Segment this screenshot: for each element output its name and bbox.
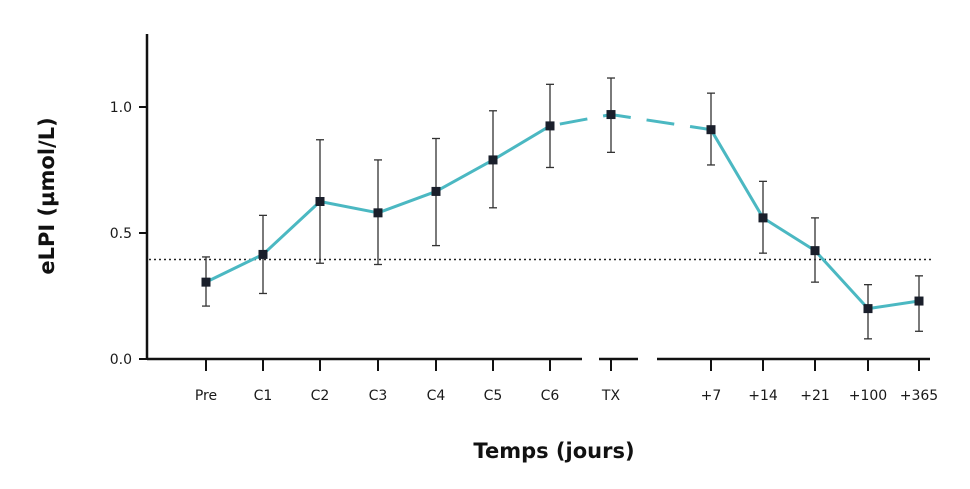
x-tick-label: +365 <box>900 388 938 404</box>
x-axis-title: Temps (jours) <box>473 439 634 463</box>
data-point <box>373 208 383 218</box>
x-tick-label: +21 <box>800 388 830 404</box>
data-point <box>863 304 873 314</box>
x-tick-label: +100 <box>849 388 887 404</box>
data-point <box>431 186 441 196</box>
y-tick-label: 1.0 <box>110 100 132 116</box>
x-tick-label: +7 <box>701 388 722 404</box>
x-tick-label: C4 <box>427 388 446 404</box>
error-bars <box>202 77 923 340</box>
data-point <box>545 121 555 131</box>
x-tick-label: Pre <box>195 388 217 404</box>
data-point <box>706 125 716 135</box>
x-tick-label: +14 <box>748 388 778 404</box>
data-point <box>758 213 768 223</box>
data-point <box>488 155 498 165</box>
x-tick-label: C3 <box>369 388 388 404</box>
data-points <box>201 110 924 314</box>
data-point <box>315 197 325 206</box>
x-tick-label: C2 <box>311 388 330 404</box>
series-line-break <box>549 113 712 132</box>
data-point <box>201 277 211 287</box>
x-tick-label: TX <box>601 388 621 404</box>
data-point <box>606 110 616 120</box>
y-tick-label: 0.0 <box>110 352 132 368</box>
axes <box>139 34 930 371</box>
x-tick-label: C5 <box>484 388 503 404</box>
y-axis-title: eLPI (µmol/L) <box>35 117 59 274</box>
x-tick-label: C1 <box>254 388 273 404</box>
tick-labels: 0.0 0.5 1.0 Pre C1 C2 C3 C4 C5 C6 TX +7 +14 +21 +100 +3… <box>110 100 938 404</box>
data-point <box>258 249 268 259</box>
data-point <box>914 296 924 306</box>
x-tick-label: C6 <box>541 388 560 404</box>
data-point <box>810 246 820 256</box>
series-lines <box>205 113 920 311</box>
y-tick-label: 0.5 <box>110 226 132 242</box>
